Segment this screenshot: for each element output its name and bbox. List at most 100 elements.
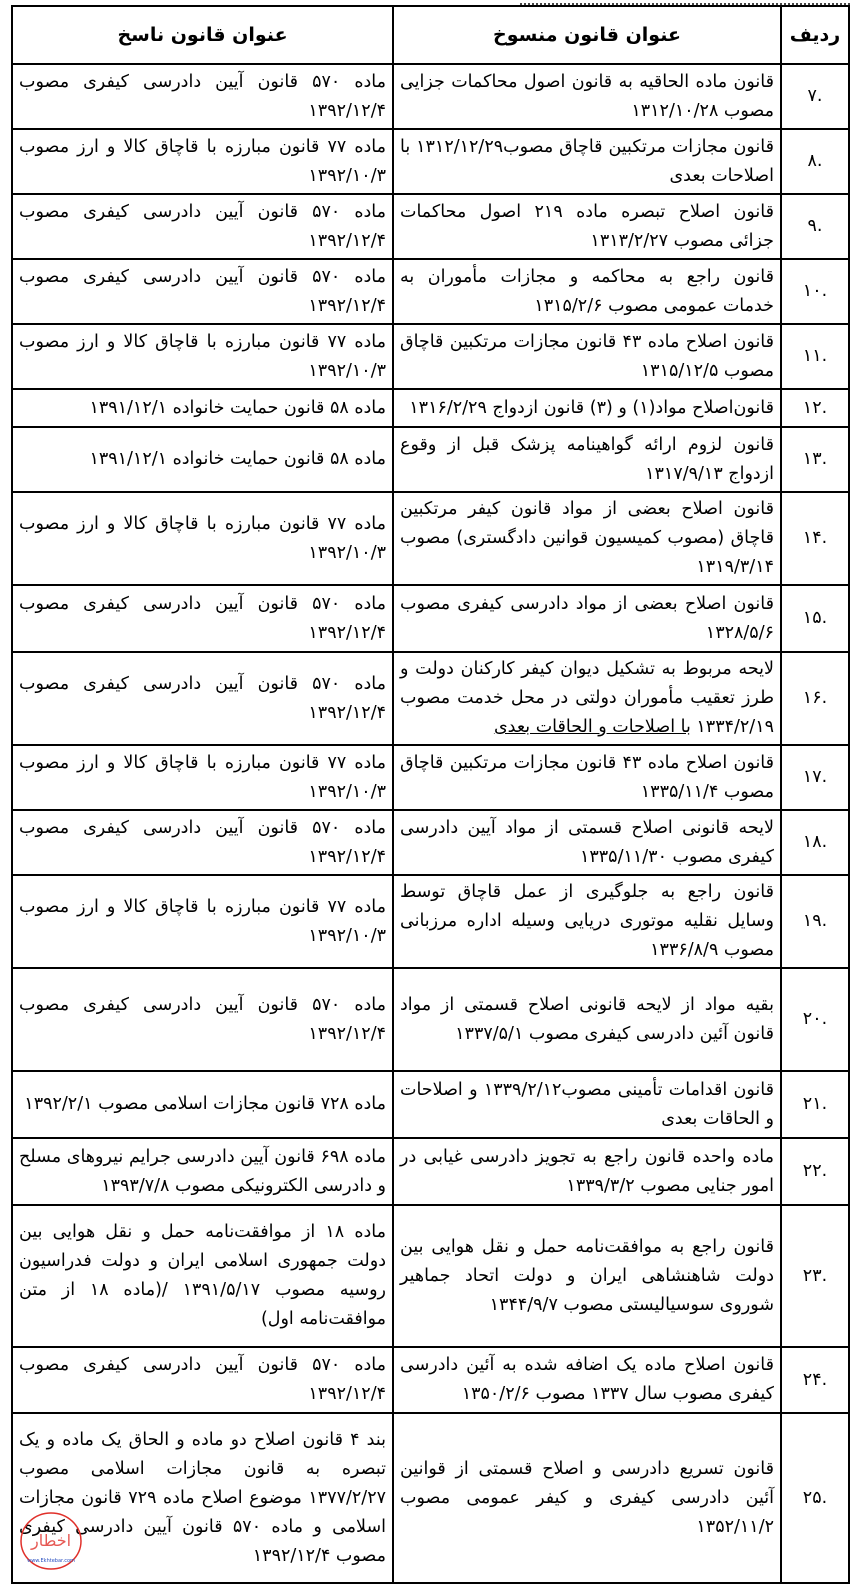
row-number: .۱۰ — [780, 258, 850, 325]
watermark-logo: اخطار www.Ekhtebar.com — [20, 1512, 82, 1570]
row-number: .۱۸ — [780, 809, 850, 876]
repealed-law-cell: قانون راجع به محاکمه و مجازات مأموران به… — [392, 258, 782, 325]
row-number: .۱۹ — [780, 874, 850, 969]
table-row: .۱۴ قانون اصلاح بعضی از مواد قانون کیفر م… — [11, 491, 850, 586]
repealed-law-text: قانون اصلاح تبصره ماده ۲۱۹ اصول محاکمات … — [400, 201, 774, 251]
repealing-law-cell: ماده ۵۷۰ قانون آیین دادرسی کیفری مصوب ۱۳… — [11, 584, 394, 653]
repealed-law-text: قانون تسریع دادرسی و اصلاح قسمتی از قوان… — [400, 1458, 774, 1537]
repealed-law-cell: قانون اصلاح تبصره ماده ۲۱۹ اصول محاکمات … — [392, 193, 782, 260]
repealing-law-cell: ماده ۷۷ قانون مبارزه با قاچاق کالا و ارز… — [11, 491, 394, 586]
repealing-law-cell: ماده ۱۸ از موافقت‌نامه حمل و نقل هوایی ب… — [11, 1204, 394, 1348]
repealing-law-cell: ماده ۵۷۰ قانون آیین دادرسی کیفری مصوب ۱۳… — [11, 1346, 394, 1414]
repealing-law-cell: ماده ۷۲۸ قانون مجازات اسلامی مصوب ۱۳۹۲/۲… — [11, 1070, 394, 1139]
table-row: .۱۷ قانون اصلاح ماده ۴۳ قانون مجازات مرتک… — [11, 744, 850, 811]
row-number: .۷ — [780, 63, 850, 130]
repealing-law-cell: ماده ۵۷۰ قانون آیین دادرسی کیفری مصوب ۱۳… — [11, 258, 394, 325]
repealing-law-cell: ماده ۷۷ قانون مبارزه با قاچاق کالا و ارز… — [11, 128, 394, 195]
table-row: .۱۲ قانون‌اصلاح مواد(۱) و (۳) قانون ازدوا… — [11, 388, 850, 428]
repealed-law-text: قانون راجع به جلوگیری از عمل قاچاق توسط … — [400, 882, 774, 960]
repealed-law-text: قانون لزوم ارائه گواهینامه پزشک قبل از و… — [400, 434, 774, 484]
repealed-law-cell: قانون راجع به جلوگیری از عمل قاچاق توسط … — [392, 874, 782, 969]
repealing-law-cell: ماده ۵۸ قانون حمایت خانواده ۱۳۹۱/۱۲/۱ — [11, 388, 394, 428]
row-number: .۱۷ — [780, 744, 850, 811]
header-repealing-law: عنوان قانون ناسخ — [11, 5, 394, 65]
repealed-law-cell: قانون اصلاح ماده یک اضافه شده به آئین دا… — [392, 1346, 782, 1414]
repealed-law-cell: قانون‌اصلاح مواد(۱) و (۳) قانون ازدواج ۱… — [392, 388, 782, 428]
table-row: .۹ قانون اصلاح تبصره ماده ۲۱۹ اصول محاکما… — [11, 193, 850, 260]
row-number: .۱۴ — [780, 491, 850, 586]
header-repealed-law: عنوان قانون منسوخ — [392, 5, 782, 65]
repealed-law-cell: قانون مجازات مرتکبین قاچاق مصوب۱۳۱۲/۱۲/۲… — [392, 128, 782, 195]
repealed-law-cell: قانون اصلاح بعضی از مواد دادرسی کیفری مص… — [392, 584, 782, 653]
header-row-number: ردیف — [780, 5, 850, 65]
repealing-law-cell: ماده ۵۸ قانون حمایت خانواده ۱۳۹۱/۱۲/۱ — [11, 426, 394, 493]
table-row: .۲۰ بقیه مواد از لایحه قانونی اصلاح قسمتی… — [11, 967, 850, 1072]
repealed-law-text: قانون راجع به محاکمه و مجازات مأموران به… — [400, 266, 774, 316]
repealed-law-text: قانون اصلاح بعضی از مواد دادرسی کیفری مص… — [400, 593, 774, 643]
top-cut-text-line — [520, 0, 850, 5]
laws-table: ردیف عنوان قانون منسوخ عنوان قانون ناسخ … — [11, 5, 850, 1584]
repealed-law-cell: ماده واحده قانون راجع به تجویز دادرسی غی… — [392, 1137, 782, 1206]
repealed-law-text: ماده واحده قانون راجع به تجویز دادرسی غی… — [400, 1146, 774, 1196]
repealed-law-cell: قانون لزوم ارائه گواهینامه پزشک قبل از و… — [392, 426, 782, 493]
row-number: .۱۶ — [780, 651, 850, 746]
repealed-law-text: قانون اصلاح ماده یک اضافه شده به آئین دا… — [400, 1355, 774, 1404]
repealed-law-cell: قانون اصلاح ماده ۴۳ قانون مجازات مرتکبین… — [392, 323, 782, 390]
row-number: .۹ — [780, 193, 850, 260]
repealed-law-cell: بقیه مواد از لایحه قانونی اصلاح قسمتی از… — [392, 967, 782, 1072]
repealed-law-text: قانون مجازات مرتکبین قاچاق مصوب۱۳۱۲/۱۲/۲… — [400, 136, 774, 186]
repealed-law-text: قانون‌اصلاح مواد(۱) و (۳) قانون ازدواج ۱… — [409, 397, 774, 418]
table-row: .۷ قانون ماده الحاقیه به قانون اصول محاکم… — [11, 63, 850, 130]
table-row: .۱۱ قانون اصلاح ماده ۴۳ قانون مجازات مرتک… — [11, 323, 850, 390]
row-number: .۲۳ — [780, 1204, 850, 1348]
repealed-law-text: لایحه مربوط به تشکیل دیوان کیفر کارکنان … — [400, 659, 774, 737]
table-row: .۲۳ قانون راجع به موافقت‌نامه حمل و نقل ه… — [11, 1204, 850, 1348]
row-number: .۲۴ — [780, 1346, 850, 1414]
repealed-law-text: قانون اصلاح ماده ۴۳ قانون مجازات مرتکبین… — [400, 331, 775, 381]
repealed-law-text: قانون اقدامات تأمینی مصوب۱۳۳۹/۲/۱۲ و اصل… — [400, 1079, 774, 1129]
row-number: .۱۳ — [780, 426, 850, 493]
repealing-law-cell: ماده ۷۷ قانون مبارزه با قاچاق کالا و ارز… — [11, 744, 394, 811]
row-number: .۱۵ — [780, 584, 850, 653]
table-row: .۲۱ قانون اقدامات تأمینی مصوب۱۳۳۹/۲/۱۲ و … — [11, 1070, 850, 1139]
repealing-law-cell: ماده ۵۷۰ قانون آیین دادرسی کیفری مصوب ۱۳… — [11, 651, 394, 746]
repealed-law-text: قانون اصلاح ماده ۴۳ قانون مجازات مرتکبین… — [400, 752, 775, 802]
table-header-row: ردیف عنوان قانون منسوخ عنوان قانون ناسخ — [11, 5, 850, 65]
table-row: .۲۴ قانون اصلاح ماده یک اضافه شده به آئین… — [11, 1346, 850, 1414]
table-row: .۱۰ قانون راجع به محاکمه و مجازات مأموران… — [11, 258, 850, 325]
table-row: .۲۲ ماده واحده قانون راجع به تجویز دادرسی… — [11, 1137, 850, 1206]
row-number: .۲۲ — [780, 1137, 850, 1206]
row-number: .۲۱ — [780, 1070, 850, 1139]
repealing-law-cell: ماده ۶۹۸ قانون آیین دادرسی جرایم نیروهای… — [11, 1137, 394, 1206]
repealed-law-cell: قانون اصلاح ماده ۴۳ قانون مجازات مرتکبین… — [392, 744, 782, 811]
svg-text:www.Ekhtebar.com: www.Ekhtebar.com — [27, 1558, 75, 1564]
repealed-law-text: قانون اصلاح بعضی از مواد قانون کیفر مرتک… — [400, 499, 774, 577]
repealed-law-cell: قانون اقدامات تأمینی مصوب۱۳۳۹/۲/۱۲ و اصل… — [392, 1070, 782, 1139]
table-row: .۱۸ لایحه قانونی اصلاح قسمتی از مواد آیین… — [11, 809, 850, 876]
repealing-law-cell: ماده ۵۷۰ قانون آیین دادرسی کیفری مصوب ۱۳… — [11, 967, 394, 1072]
repealed-law-cell: قانون ماده الحاقیه به قانون اصول محاکمات… — [392, 63, 782, 130]
repealed-law-cell: قانون اصلاح بعضی از مواد قانون کیفر مرتک… — [392, 491, 782, 586]
repealed-law-text: قانون راجع به موافقت‌نامه حمل و نقل هوای… — [400, 1236, 774, 1315]
table-row: .۲۵ قانون تسریع دادرسی و اصلاح قسمتی از ق… — [11, 1412, 850, 1584]
repealing-law-cell: ماده ۵۷۰ قانون آیین دادرسی کیفری مصوب ۱۳… — [11, 809, 394, 876]
row-number: .۲۵ — [780, 1412, 850, 1584]
repealed-law-cell: لایحه قانونی اصلاح قسمتی از مواد آیین دا… — [392, 809, 782, 876]
table-row: .۱۵ قانون اصلاح بعضی از مواد دادرسی کیفری… — [11, 584, 850, 653]
repealed-law-text: قانون ماده الحاقیه به قانون اصول محاکمات… — [400, 71, 774, 121]
row-number: .۱۲ — [780, 388, 850, 428]
table-row: .۱۳ قانون لزوم ارائه گواهینامه پزشک قبل ا… — [11, 426, 850, 493]
repealing-law-cell: ماده ۵۷۰ قانون آیین دادرسی کیفری مصوب ۱۳… — [11, 63, 394, 130]
table-row: .۸ قانون مجازات مرتکبین قاچاق مصوب۱۳۱۲/۱۲… — [11, 128, 850, 195]
repealed-law-cell: قانون تسریع دادرسی و اصلاح قسمتی از قوان… — [392, 1412, 782, 1584]
repealed-law-cell: قانون راجع به موافقت‌نامه حمل و نقل هوای… — [392, 1204, 782, 1348]
repealed-law-underlined-text: با اصلاحات و الحاقات بعدی — [493, 717, 691, 737]
row-number: .۸ — [780, 128, 850, 195]
row-number: .۱۱ — [780, 323, 850, 390]
repealing-law-cell: بند ۴ قانون اصلاح دو ماده و الحاق یک ماد… — [11, 1412, 394, 1584]
row-number: .۲۰ — [780, 967, 850, 1072]
repealing-law-cell: ماده ۷۷ قانون مبارزه با قاچاق کالا و ارز… — [11, 323, 394, 390]
repealed-law-cell: لایحه مربوط به تشکیل دیوان کیفر کارکنان … — [392, 651, 782, 746]
table-row: .۱۹ قانون راجع به جلوگیری از عمل قاچاق تو… — [11, 874, 850, 969]
repealing-law-cell: ماده ۷۷ قانون مبارزه با قاچاق کالا و ارز… — [11, 874, 394, 969]
